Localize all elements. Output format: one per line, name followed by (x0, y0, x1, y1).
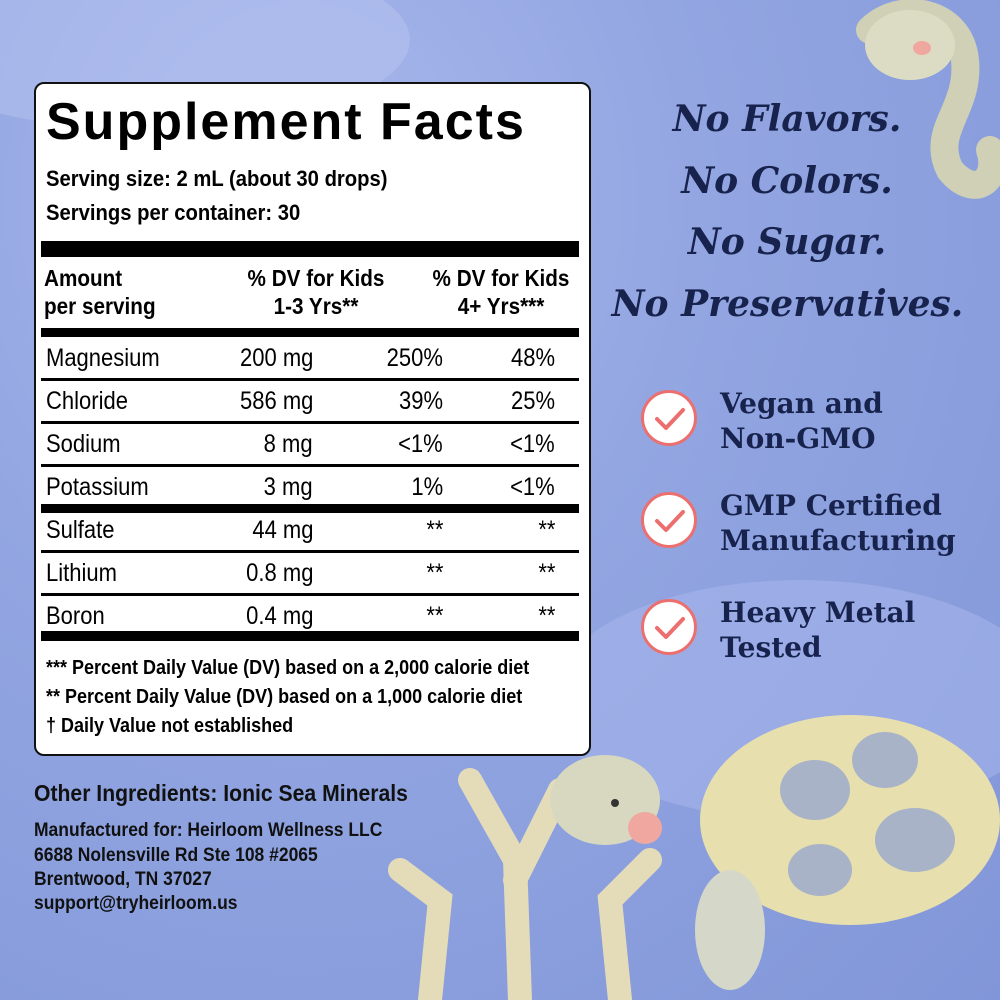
header-amount: Amount per serving (44, 265, 156, 319)
nutrient-row: Sulfate 44 mg ** ** (36, 512, 589, 552)
dv-kids-4plus: 25% (510, 387, 555, 415)
row-divider (41, 464, 579, 467)
dv-kids-1-3: 250% (386, 344, 443, 372)
divider-medium (41, 328, 579, 337)
facts-title: Supplement Facts (46, 93, 526, 151)
dv-kids-1-3: <1% (398, 430, 443, 458)
dv-kids-1-3: 1% (411, 473, 443, 501)
other-ingredients: Other Ingredients: Ionic Sea Minerals (34, 780, 408, 806)
divider-thick (41, 504, 579, 513)
nutrient-row: Magnesium 200 mg 250% 48% (36, 340, 589, 380)
nutrient-amount: 0.4 mg (245, 602, 313, 630)
support-email: support@tryheirloom.us (34, 893, 238, 914)
nutrient-name: Sulfate (46, 516, 115, 544)
dv-kids-1-3: ** (425, 602, 443, 630)
feature-label: Heavy Metal Tested (720, 596, 916, 664)
divider-thick (41, 241, 579, 257)
claim-no-preservatives: No Preservatives. (611, 283, 964, 325)
dv-kids-4plus: ** (537, 559, 555, 587)
nutrient-amount: 44 mg (251, 516, 313, 544)
claim-no-sugar: No Sugar. (687, 221, 887, 263)
nutrient-row: Boron 0.4 mg ** ** (36, 598, 589, 638)
coral-illustration (388, 768, 662, 1000)
dv-kids-4plus: 48% (510, 344, 555, 372)
supplement-facts-panel: Supplement Facts Serving size: 2 mL (abo… (34, 82, 591, 756)
footnote: † Daily Value not established (46, 715, 294, 737)
row-divider (41, 421, 579, 424)
header-dv-4plus: % DV for Kids 4+ Yrs*** (432, 265, 570, 319)
manufacturer-line: Manufactured for: Heirloom Wellness LLC (34, 820, 383, 841)
nutrient-name: Boron (46, 602, 105, 630)
row-divider (41, 550, 579, 553)
servings-per-container: Servings per container: 30 (46, 200, 301, 225)
dv-kids-1-3: ** (425, 559, 443, 587)
dv-kids-4plus: ** (537, 602, 555, 630)
nutrient-row: Lithium 0.8 mg ** ** (36, 555, 589, 595)
nutrient-name: Potassium (46, 473, 149, 501)
dv-kids-4plus: <1% (510, 430, 555, 458)
check-circle-icon (641, 599, 697, 655)
nutrient-amount: 3 mg (264, 473, 313, 501)
serving-size: Serving size: 2 mL (about 30 drops) (46, 166, 388, 191)
dv-kids-1-3: 39% (398, 387, 443, 415)
nutrient-amount: 200 mg (239, 344, 313, 372)
claim-no-flavors: No Flavors. (672, 98, 902, 140)
dv-kids-1-3: ** (425, 516, 443, 544)
manufacturer-address: 6688 Nolensville Rd Ste 108 #2065 (34, 845, 318, 866)
turtle-illustration (550, 715, 1000, 990)
nutrient-name: Chloride (46, 387, 128, 415)
nutrient-name: Magnesium (46, 344, 160, 372)
header-dv-1-3: % DV for Kids 1-3 Yrs** (247, 265, 385, 319)
manufacturer-city: Brentwood, TN 37027 (34, 869, 212, 890)
check-circle-icon (641, 390, 697, 446)
footnote: ** Percent Daily Value (DV) based on a 1… (46, 686, 523, 708)
nutrient-row: Potassium 3 mg 1% <1% (36, 469, 589, 509)
row-divider (41, 378, 579, 381)
divider-bottom (41, 631, 579, 641)
nutrient-row: Sodium 8 mg <1% <1% (36, 426, 589, 466)
dv-kids-4plus: ** (537, 516, 555, 544)
dv-kids-4plus: <1% (510, 473, 555, 501)
row-divider (41, 593, 579, 596)
claim-no-colors: No Colors. (681, 160, 893, 202)
nutrient-amount: 0.8 mg (245, 559, 313, 587)
nutrient-amount: 586 mg (239, 387, 313, 415)
feature-label: GMP Certified Manufacturing (720, 489, 956, 557)
footnote: *** Percent Daily Value (DV) based on a … (46, 657, 530, 679)
feature-label: Vegan and Non-GMO (720, 387, 883, 455)
nutrient-row: Chloride 586 mg 39% 25% (36, 383, 589, 423)
nutrient-name: Sodium (46, 430, 121, 458)
nutrient-amount: 8 mg (264, 430, 313, 458)
check-circle-icon (641, 492, 697, 548)
nutrient-name: Lithium (46, 559, 117, 587)
seahorse-illustration (856, 0, 1000, 199)
